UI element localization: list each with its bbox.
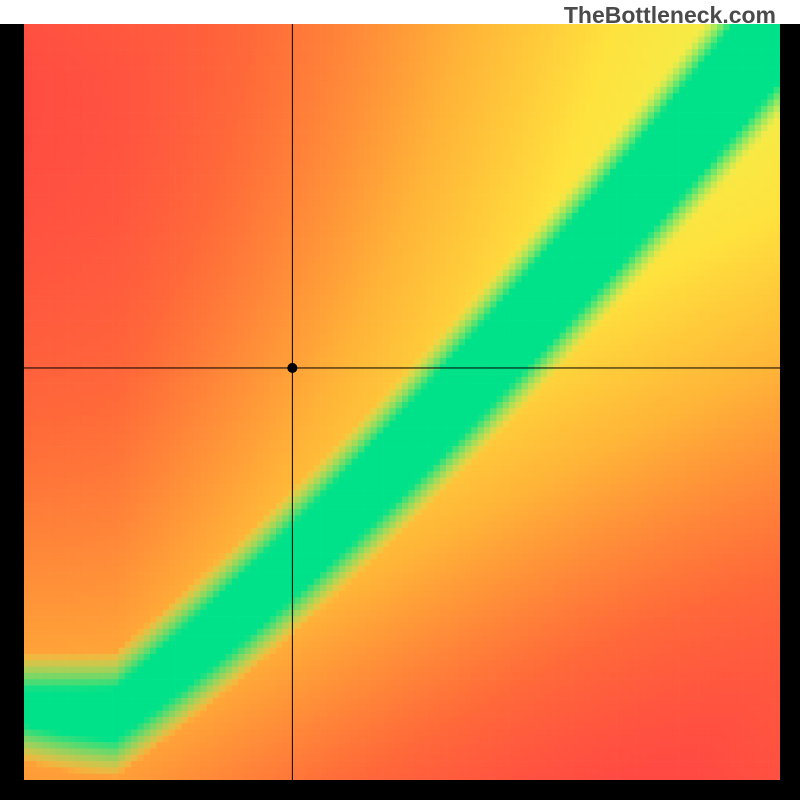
heatmap-canvas	[0, 0, 800, 800]
chart-container: TheBottleneck.com	[0, 0, 800, 800]
watermark-text: TheBottleneck.com	[564, 2, 776, 29]
